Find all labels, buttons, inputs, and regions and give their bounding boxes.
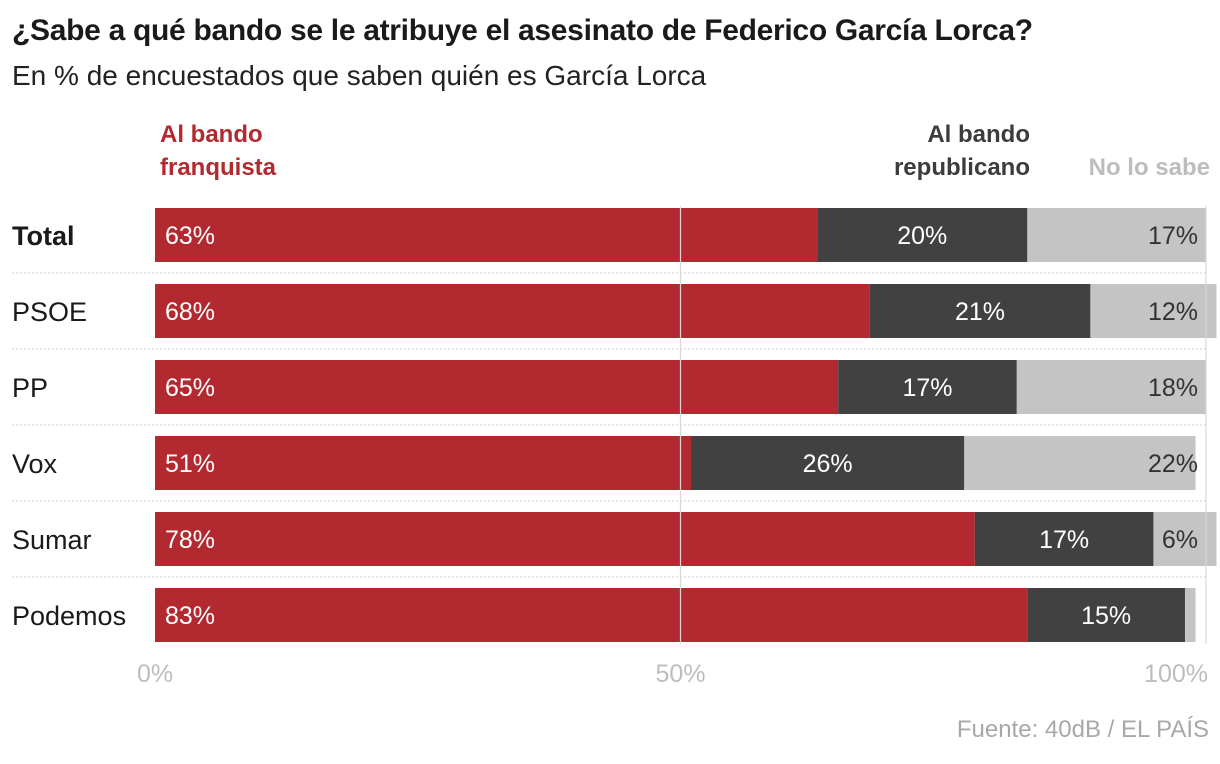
bar-segment-podemos-3 <box>1184 588 1196 642</box>
legend-republicano: Al bando republicano <box>840 118 1030 184</box>
row-label-vox: Vox <box>12 449 58 479</box>
legend-republicano-line-1: Al bando <box>927 121 1030 148</box>
bar-segment-sumar-2 <box>974 512 1154 566</box>
bar-segment-vox-2 <box>691 436 965 490</box>
bar-segment-psoe-2 <box>869 284 1091 338</box>
row-label-sumar: Sumar <box>12 525 92 555</box>
bar-segment-psoe-3 <box>1090 284 1217 338</box>
data-label: 78% <box>165 526 215 554</box>
bar-segment-podemos-2 <box>1027 588 1185 642</box>
legend-franquista-line-2: franquista <box>160 154 277 181</box>
data-label: 83% <box>165 602 215 630</box>
bar-segment-pp-2 <box>838 360 1017 414</box>
bar-segment-sumar-1 <box>155 512 975 566</box>
data-label: 22% <box>1148 450 1198 478</box>
chart-subtitle: En % de encuestados que saben quién es G… <box>12 60 707 91</box>
data-label: 17% <box>1039 526 1089 554</box>
source-note: Fuente: 40dB / EL PAÍS <box>956 716 1209 743</box>
row-label-pp: PP <box>12 373 48 403</box>
row-label-total: Total <box>12 221 75 251</box>
bar-segment-total-1 <box>155 208 818 262</box>
data-label: 17% <box>1148 222 1198 250</box>
legend-no-sabe-line-1: No lo sabe <box>1088 154 1210 181</box>
bar-segment-pp-3 <box>1016 360 1206 414</box>
x-tick-label: 50% <box>655 660 705 688</box>
data-label: 17% <box>902 374 952 402</box>
row-label-psoe: PSOE <box>12 297 87 327</box>
bar-segment-podemos-1 <box>155 588 1028 642</box>
chart-title: ¿Sabe a qué bando se le atribuye el ases… <box>12 14 1033 47</box>
data-label: 26% <box>803 450 853 478</box>
x-tick-label: 100% <box>1144 660 1208 688</box>
bar-segment-psoe-1 <box>155 284 870 338</box>
data-label: 15% <box>1081 602 1131 630</box>
row-label-podemos: Podemos <box>12 601 126 631</box>
data-label: 12% <box>1148 298 1198 326</box>
legend-republicano-line-2: republicano <box>893 154 1030 181</box>
legend-no-sabe: No lo sabe <box>1040 151 1210 184</box>
data-label: 21% <box>955 298 1005 326</box>
data-label: 65% <box>165 374 215 402</box>
data-label: 6% <box>1162 526 1198 554</box>
data-label: 68% <box>165 298 215 326</box>
data-label: 63% <box>165 222 215 250</box>
x-tick-label: 0% <box>137 660 173 688</box>
legend-franquista: Al bando franquista <box>160 118 420 184</box>
bar-segment-pp-1 <box>155 360 839 414</box>
bar-segment-vox-1 <box>155 436 692 490</box>
data-label: 18% <box>1148 374 1198 402</box>
bar-segment-vox-3 <box>964 436 1196 490</box>
legend-franquista-line-1: Al bando <box>160 121 263 148</box>
bar-segment-total-3 <box>1027 208 1206 262</box>
bar-segment-total-2 <box>817 208 1028 262</box>
data-label: 20% <box>897 222 947 250</box>
data-label: 51% <box>165 450 215 478</box>
